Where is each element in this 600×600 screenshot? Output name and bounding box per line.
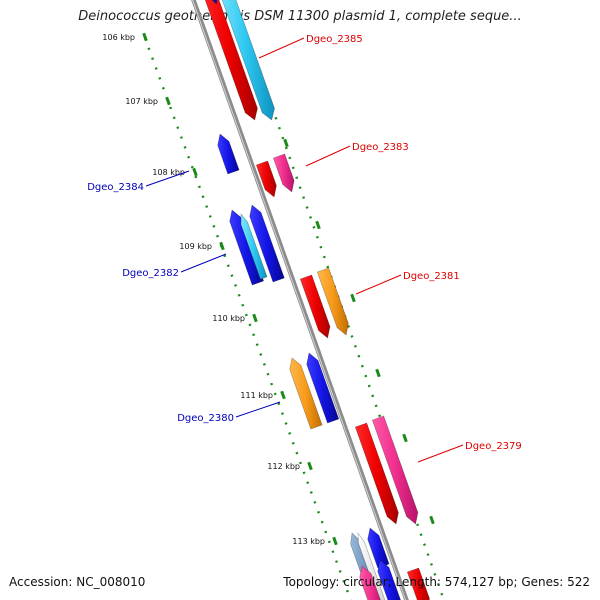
accession-label: Accession: NC_008010 (9, 575, 146, 589)
gene-feature-navy-top[interactable] (203, 0, 218, 5)
tick-label: 113 kbp (292, 537, 325, 546)
gene-label[interactable]: Dgeo_2382 (122, 268, 179, 279)
gene-feature-white-bottom[interactable] (357, 532, 388, 600)
tick-mark (332, 536, 338, 546)
tick-label: 112 kbp (267, 462, 300, 471)
gene-callouts: Dgeo_2385 Dgeo_2383 Dgeo_2384 Dgeo_2382 Dgeo… (87, 34, 522, 463)
callout-line (305, 145, 351, 167)
tick-mark (375, 368, 381, 378)
gene-feature-dgeo-2382-cyan[interactable] (240, 213, 268, 280)
tick-label: 107 kbp (125, 97, 158, 106)
tick-mark (252, 313, 258, 323)
tick-mark (283, 138, 289, 148)
tick-label: 106 kbp (102, 33, 135, 42)
callout-line (258, 37, 305, 59)
gene-label[interactable]: Dgeo_2380 (177, 413, 234, 424)
gene-label[interactable]: Dgeo_2385 (306, 34, 363, 45)
gene-feature-dgeo-2379-pink[interactable] (371, 415, 419, 525)
tick-mark (315, 220, 321, 230)
callout-line (417, 444, 464, 463)
gene-feature-dgeo-2380-blue[interactable] (306, 352, 340, 424)
tick-mark (307, 461, 313, 471)
gene-feature-dgeo-2383-red[interactable] (255, 160, 277, 198)
map-title: Deinococcus geothermalis DSM 11300 plasm… (78, 9, 522, 24)
tick-mark (219, 241, 225, 251)
sequence-backbone-highlight (192, 0, 406, 600)
gene-feature-dgeo-2382-blue2[interactable] (249, 204, 285, 283)
gene-feature-dgeo-2380-orange[interactable] (289, 357, 323, 430)
genome-summary: Topology: circular; Length: 574,127 bp; … (283, 575, 590, 589)
gene-feature-red-bottom[interactable] (406, 567, 430, 600)
gene-feature-pink-bottom[interactable] (359, 565, 384, 600)
gene-feature-dgeo-2384[interactable] (217, 133, 240, 175)
gene-label[interactable]: Dgeo_2381 (403, 271, 460, 282)
gene-label[interactable]: Dgeo_2384 (87, 182, 144, 193)
tick-label: 110 kbp (212, 314, 245, 323)
tick-mark (142, 32, 148, 42)
gene-feature-dgeo-2385-red[interactable] (199, 0, 258, 121)
tick-label: 109 kbp (179, 242, 212, 251)
gene-feature-dgeo-2382-blue[interactable] (229, 209, 264, 286)
gene-feature-dgeo-2379-red[interactable] (354, 422, 399, 525)
gene-label[interactable]: Dgeo_2383 (352, 142, 409, 153)
gene-features (199, 0, 430, 600)
gene-feature-dgeo-2385-cyan[interactable] (216, 0, 275, 121)
tick-mark (350, 293, 356, 303)
tick-label: 108 kbp (152, 168, 185, 177)
callout-line (180, 253, 227, 273)
gene-label[interactable]: Dgeo_2379 (465, 441, 522, 452)
callout-line (355, 274, 402, 295)
tick-mark (192, 167, 198, 177)
tick-mark (165, 96, 171, 106)
gene-feature-dgeo-2381-red[interactable] (299, 274, 331, 339)
tick-mark (280, 390, 286, 400)
gene-feature-blue-bottom2[interactable] (377, 559, 404, 600)
reverse-tick-rail (143, 37, 352, 600)
tick-label: 111 kbp (240, 391, 273, 400)
forward-tick-rail (246, 37, 446, 600)
callout-line (235, 401, 281, 418)
gene-feature-dgeo-2381-orange[interactable] (316, 267, 349, 336)
tick-mark (402, 433, 408, 443)
callout-line (145, 170, 190, 187)
sequence-backbone (191, 0, 409, 600)
tick-mark (429, 515, 435, 525)
gene-feature-dgeo-2383-pink[interactable] (272, 153, 295, 193)
